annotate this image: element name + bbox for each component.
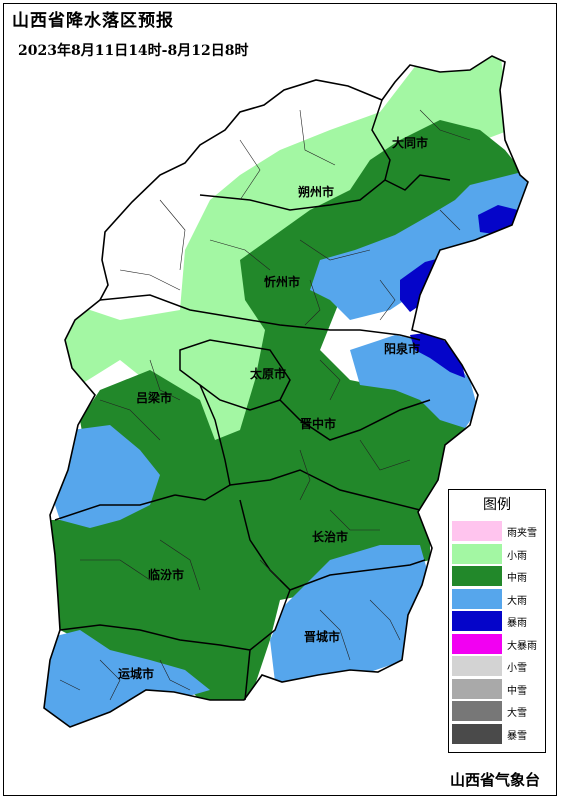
legend-item: 雨夹雪	[452, 521, 544, 541]
border-changzhi-jincheng	[289, 559, 426, 591]
legend-label: 暴雨	[507, 618, 527, 629]
legend-item: 大暴雨	[452, 633, 544, 654]
city-label-linfen: 临汾市	[148, 567, 184, 582]
city-label-changzhi: 长治市	[312, 529, 348, 544]
legend-swatch	[452, 521, 502, 541]
legend-label: 大暴雨	[507, 640, 537, 652]
legend-item: 大雨	[452, 588, 544, 609]
legend-box: 图例 雨夹雪小雨中雨大雨暴雨大暴雨小雪中雪大雪暴雪	[448, 489, 546, 753]
legend-item: 暴雪	[452, 723, 544, 744]
county-borders	[59, 109, 471, 701]
zone-heavy-rain-southwest	[44, 630, 210, 727]
legend-swatch	[452, 656, 502, 676]
city-label-jincheng: 晋城市	[304, 629, 340, 644]
zone-rainstorm-yangquan	[410, 332, 465, 378]
border-xinzhou-south	[99, 294, 421, 341]
legend-item: 小雨	[452, 543, 544, 564]
zone-heavy-rain-southeast	[270, 545, 430, 682]
legend-label: 小雪	[507, 663, 527, 674]
legend-swatch	[452, 611, 502, 631]
zone-heavy-rain-northeast	[310, 170, 528, 320]
legend-label: 中雪	[507, 685, 527, 697]
map-title: 山西省降水落区预报	[12, 11, 174, 31]
legend-label: 暴雪	[507, 730, 527, 742]
border-lvliang-linfen	[54, 494, 176, 521]
legend-swatch	[452, 678, 502, 699]
legend-item: 小雪	[452, 656, 544, 676]
city-label-jinzhong: 晋中市	[300, 416, 336, 431]
border-shuozhou-xinzhou	[199, 179, 386, 211]
city-label-yuncheng: 运城市	[118, 666, 154, 681]
map-frame	[3, 3, 557, 796]
legend-swatch	[452, 588, 502, 609]
city-label-shuozhou: 朔州市	[298, 184, 334, 199]
forecast-period: 2023年8月11日14时-8月12日8时	[18, 43, 249, 59]
legend-item: 暴雨	[452, 611, 544, 631]
legend-item: 中雨	[452, 566, 544, 586]
legend-swatch	[452, 701, 502, 721]
border-linfen-changzhi	[229, 469, 421, 511]
city-label-taiyuan: 太原市	[250, 366, 286, 381]
legend-label: 中雨	[507, 573, 527, 584]
legend-swatch	[452, 543, 502, 564]
city-label-lvliang: 吕梁市	[136, 390, 172, 405]
border-lvliang-jinzhong	[174, 384, 231, 501]
city-label-yangquan: 阳泉市	[384, 341, 420, 356]
zone-heavy-rain-west	[50, 425, 160, 528]
legend-label: 雨夹雪	[507, 528, 537, 539]
legend-swatch	[452, 633, 502, 654]
legend-label: 大雪	[507, 708, 527, 719]
legend-item: 大雪	[452, 701, 544, 721]
legend-swatch	[452, 723, 502, 744]
border-jinzhong-east	[279, 399, 431, 441]
city-label-datong: 大同市	[392, 135, 428, 150]
legend-label: 小雨	[507, 550, 527, 562]
legend-swatch	[452, 566, 502, 586]
legend-item: 中雪	[452, 678, 544, 699]
legend-title: 图例	[483, 497, 511, 513]
issuer-label: 山西省气象台	[449, 771, 540, 789]
border-linfen-yuncheng	[59, 624, 251, 701]
city-label-xinzhou: 忻州市	[264, 274, 300, 289]
province-border	[43, 55, 529, 728]
legend-label: 大雨	[507, 595, 527, 607]
